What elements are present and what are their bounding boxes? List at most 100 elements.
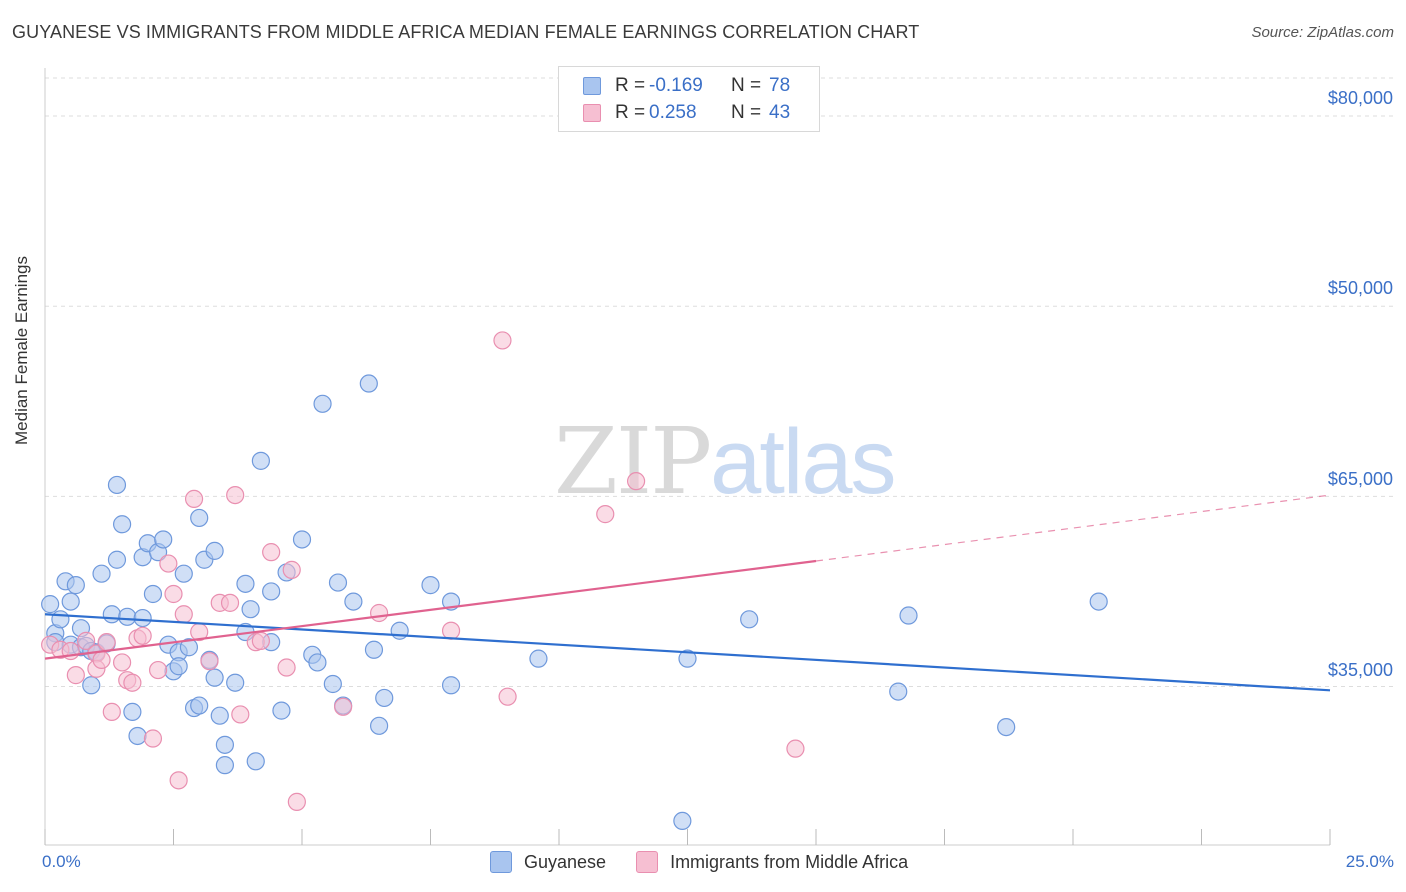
middle-africa-point-17 [159,554,178,573]
guyanese-point-26 [143,584,163,604]
middle-africa-swatch [636,851,659,873]
guyanese-point-66 [375,688,394,708]
stats-row-middle-africa: R = 0.258 N = 43 [583,100,790,126]
guyanese-point-58 [313,394,332,413]
middle-africa-point-9 [102,702,121,721]
guyanese-point-33 [174,564,193,583]
guyanese-point-0 [41,595,60,614]
middle-africa-point-8 [97,633,116,652]
legend-label-middle-africa: Immigrants from Middle Africa [670,851,909,872]
watermark-zip: ZIP [554,408,712,515]
middle-africa-point-36 [441,621,461,640]
stats-legend: R = -0.169 N = 78 R = 0.258 N = 43 [558,66,820,132]
middle-africa-point-38 [498,687,517,706]
middle-africa-point-37 [493,331,512,350]
guyanese-point-76 [899,606,918,625]
n-value: 43 [769,102,791,123]
guyanese-point-36 [190,508,209,528]
middle-africa-point-3 [66,666,85,685]
middle-africa-point-23 [200,652,219,671]
guyanese-point-50 [251,451,270,470]
guyanese-point-65 [370,716,389,735]
guyanese-trend-line [44,613,1331,692]
middle-africa-point-16 [148,660,168,680]
guyanese-point-64 [364,640,384,659]
r-value: -0.169 [649,75,703,96]
guyanese-swatch [583,77,601,95]
middle-africa-point-20 [174,605,193,624]
guyanese-point-32 [169,657,188,676]
guyanese-point-23 [133,608,152,628]
n-label: N = [731,75,762,96]
middle-africa-point-7 [92,650,111,670]
guyanese-point-41 [205,668,224,687]
watermark: ZIPatlas [554,408,897,515]
guyanese-point-72 [673,811,692,831]
guyanese-point-16 [102,605,121,624]
guyanese-point-68 [421,576,440,595]
guyanese-point-14 [92,564,111,583]
guyanese-point-46 [236,574,255,593]
stats-row-guyanese: R = -0.169 N = 78 [583,73,790,99]
series-legend: Guyanese Immigrants from Middle Africa [490,851,938,873]
guyanese-point-22 [128,726,147,746]
guyanese-point-59 [323,674,342,694]
guyanese-point-40 [205,541,224,560]
guyanese-point-45 [226,673,245,692]
middle-africa-point-25 [220,593,240,612]
middle-africa-point-33 [287,792,306,811]
legend-item-middle-africa: Immigrants from Middle Africa [636,851,908,873]
guyanese-point-78 [1089,592,1108,611]
guyanese-point-70 [441,676,461,695]
middle-africa-point-29 [251,631,270,650]
middle-africa-point-12 [123,673,142,692]
middle-africa-point-35 [370,603,389,623]
legend-item-guyanese: Guyanese [490,851,606,873]
middle-africa-point-14 [133,626,152,645]
guyanese-point-62 [344,592,363,611]
guyanese-point-12 [82,676,101,695]
y-tick-label-35000: $35,000 [1327,660,1393,680]
x-tick-label-max: 25.0% [1345,852,1394,871]
guyanese-point-48 [241,600,260,619]
guyanese-point-17 [107,475,127,495]
y-tick-label-50000: $65,000 [1327,469,1393,489]
r-label: R = [615,102,646,123]
guyanese-point-28 [154,530,173,549]
middle-africa-point-27 [231,705,250,724]
chart-title: GUYANESE VS IMMIGRANTS FROM MIDDLE AFRIC… [12,22,920,42]
guyanese-point-74 [740,610,759,629]
guyanese-point-57 [308,653,327,672]
guyanese-point-37 [190,696,209,715]
middle-africa-swatch [583,104,601,122]
source-label: Source: ZipAtlas.com [1251,24,1394,41]
r-label: R = [615,75,646,96]
middle-africa-trend-extension [815,494,1331,562]
guyanese-point-19 [112,515,132,534]
guyanese-swatch [490,851,512,873]
guyanese-point-43 [215,735,234,754]
middle-africa-trend-line [44,559,817,660]
middle-africa-point-18 [164,584,183,604]
guyanese-point-7 [66,576,85,595]
middle-africa-point-4 [77,631,96,650]
x-tick-label-min: 0.0% [42,852,81,871]
guyanese-point-75 [889,682,908,701]
middle-africa-point-41 [786,739,805,758]
middle-africa-point-32 [282,560,301,579]
middle-africa-point-39 [596,505,615,524]
y-tick-label-65000: $50,000 [1327,278,1393,298]
middle-africa-point-30 [262,543,281,562]
guyanese-point-53 [272,701,291,720]
guyanese-point-3 [51,610,70,629]
n-value: 78 [769,75,791,96]
guyanese-point-21 [123,702,142,721]
guyanese-point-42 [210,706,229,725]
guyanese-point-34 [179,638,199,657]
n-label: N = [731,102,762,123]
guyanese-point-63 [359,374,378,393]
middle-africa-point-31 [277,658,296,677]
guyanese-point-49 [246,752,265,771]
middle-africa-point-34 [334,697,353,716]
